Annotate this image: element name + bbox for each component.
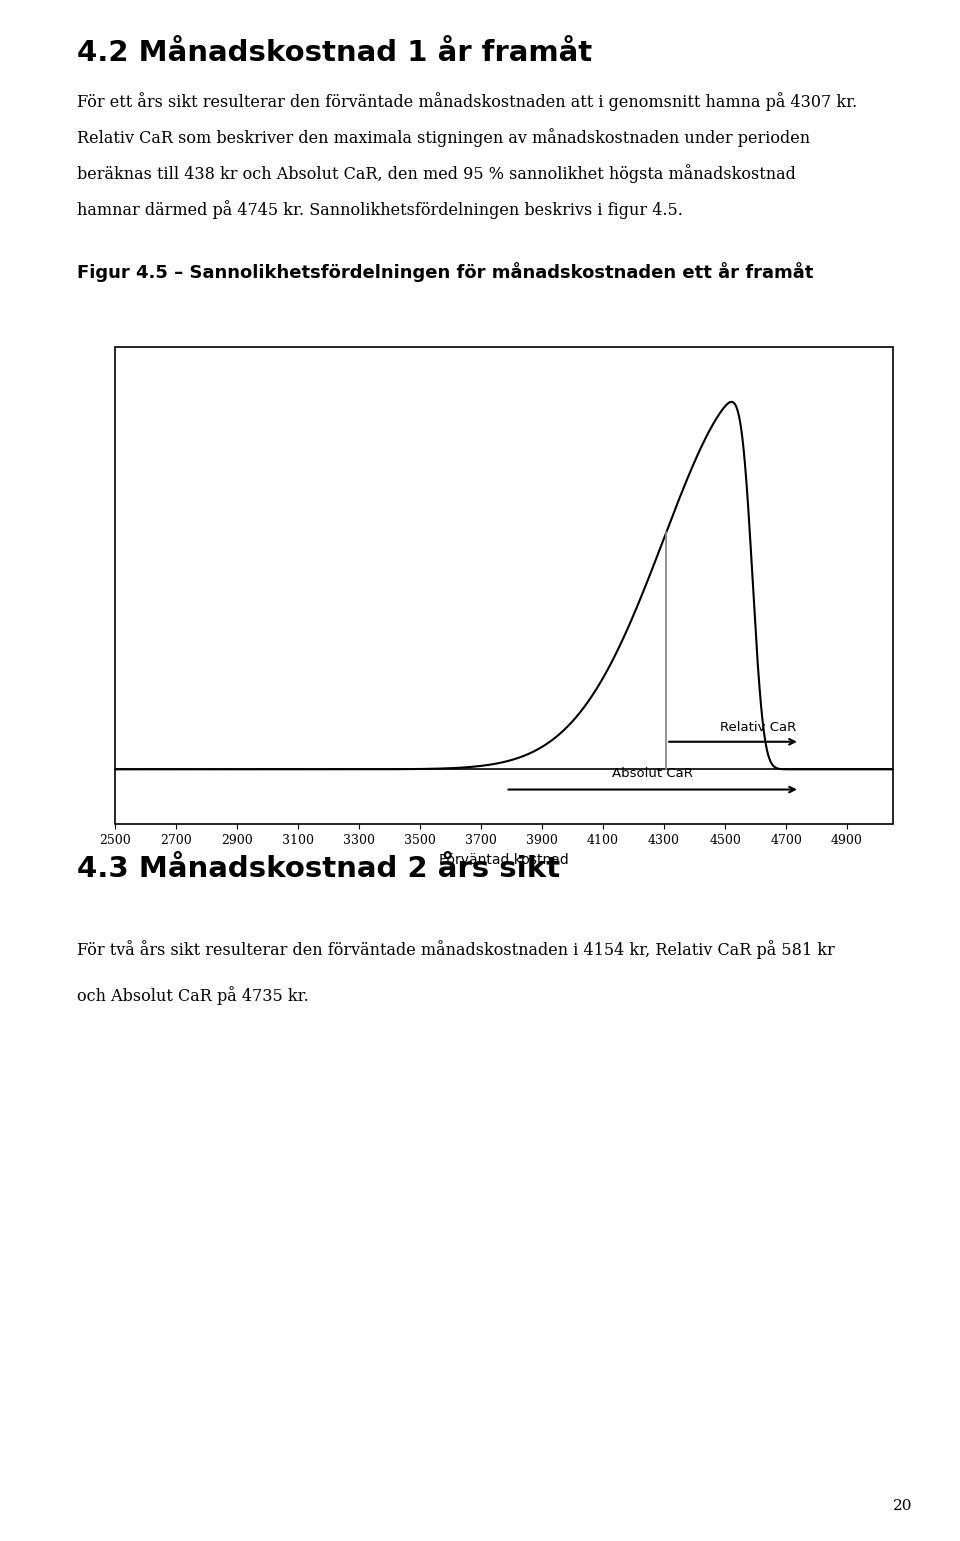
Text: Relativ CaR som beskriver den maximala stigningen av månadskostnaden under perio: Relativ CaR som beskriver den maximala s… <box>77 128 810 148</box>
Text: beräknas till 438 kr och Absolut CaR, den med 95 % sannolikhet högsta månadskost: beräknas till 438 kr och Absolut CaR, de… <box>77 165 796 183</box>
Text: hamnar därmed på 4745 kr. Sannolikhetsfördelningen beskrivs i figur 4.5.: hamnar därmed på 4745 kr. Sannolikhetsfö… <box>77 200 683 219</box>
Text: Relativ CaR: Relativ CaR <box>721 721 797 735</box>
Text: För ett års sikt resulterar den förväntade månadskostnaden att i genomsnitt hamn: För ett års sikt resulterar den förvänta… <box>77 92 857 111</box>
Text: 4.2 Månadskostnad 1 år framåt: 4.2 Månadskostnad 1 år framåt <box>77 39 592 66</box>
Text: 20: 20 <box>893 1499 912 1513</box>
Text: För två års sikt resulterar den förväntade månadskostnaden i 4154 kr, Relativ Ca: För två års sikt resulterar den förvänta… <box>77 940 834 959</box>
X-axis label: Förväntad kostnad: Förväntad kostnad <box>439 852 569 866</box>
Text: 4.3 Månadskostnad 2 års sikt: 4.3 Månadskostnad 2 års sikt <box>77 855 560 883</box>
Text: Figur 4.5 – Sannolikhetsfördelningen för månadskostnaden ett år framåt: Figur 4.5 – Sannolikhetsfördelningen för… <box>77 262 813 282</box>
Text: Absolut CaR: Absolut CaR <box>612 767 693 780</box>
Text: och Absolut CaR på 4735 kr.: och Absolut CaR på 4735 kr. <box>77 986 308 1005</box>
